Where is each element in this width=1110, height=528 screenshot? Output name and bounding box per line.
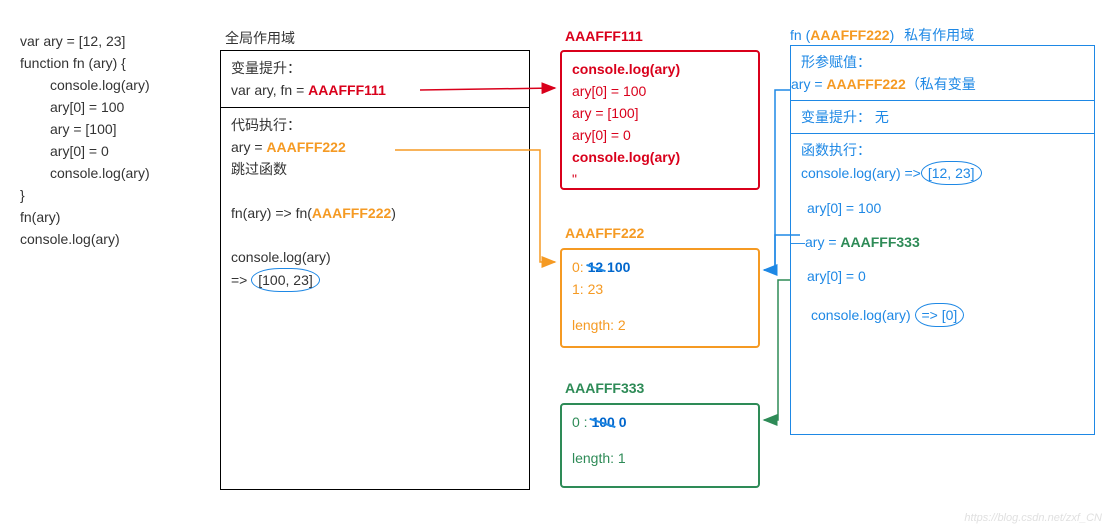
array-length: length: 1 (572, 447, 748, 469)
global-hoist-section: 变量提升： var ary, fn = AAAFFF111 (221, 51, 529, 108)
private-scope-title: fn (AAAFFF222) 私有作用域 (790, 25, 974, 45)
hoist-section: 变量提升： 无 (791, 101, 1094, 134)
exec-label: 代码执行： (231, 114, 519, 136)
console-log: console.log(ary) (231, 246, 519, 268)
code-line: function fn (ary) { (20, 52, 150, 74)
code-line: console.log(ary) (20, 74, 150, 96)
log-line-2: console.log(ary) => [0] (801, 303, 1084, 327)
private-scope-box: 形参赋值： ary = AAAFFF222（私有变量 变量提升： 无 函数执行：… (790, 45, 1095, 435)
code-line: ary = [100] (20, 118, 150, 140)
param-label: 形参赋值： (801, 51, 1084, 73)
fn-body-line: ary[0] = 0 (572, 124, 748, 146)
code-line: console.log(ary) (20, 162, 150, 184)
param-section: 形参赋值： ary = AAAFFF222（私有变量 (791, 46, 1094, 101)
fn-body-line: console.log(ary) (572, 58, 748, 80)
heap-ary1-title: AAAFFF222 (565, 225, 644, 241)
ary-reassign: —ary = AAAFFF333 (791, 231, 1084, 253)
global-scope-title: 全局作用域 (225, 28, 295, 48)
ary-address: AAAFFF222 (266, 139, 345, 155)
hoist-vars: var ary, fn = AAAFFF111 (231, 79, 519, 101)
array-index-1: 1: 23 (572, 278, 748, 300)
array-length: length: 2 (572, 314, 748, 336)
heap-ary2-title: AAAFFF333 (565, 380, 644, 396)
array-index-0: 0 : 100 0 (572, 411, 748, 433)
code-line: } (20, 184, 150, 206)
fn-body-line: " (572, 168, 748, 190)
global-scope-box: 变量提升： var ary, fn = AAAFFF111 代码执行： ary … (220, 50, 530, 490)
heap-ary1-box: 0: 12 100 1: 23 length: 2 (560, 248, 760, 348)
ary0-0: ary[0] = 0 (801, 265, 1084, 287)
skip-fn: 跳过函数 (231, 158, 519, 180)
fn-call: fn(ary) => fn(AAAFFF222) (231, 202, 519, 224)
fn-body-line: ary = [100] (572, 102, 748, 124)
global-exec-section: 代码执行： ary = AAAFFF222 跳过函数 fn(ary) => fn… (221, 108, 529, 298)
array-index-0: 0: 12 100 (572, 256, 748, 278)
exec-label: 函数执行： (801, 139, 1084, 161)
heap-ary2-box: 0 : 100 0 length: 1 (560, 403, 760, 488)
code-line: ary[0] = 0 (20, 140, 150, 162)
code-line: console.log(ary) (20, 228, 150, 250)
fn-body-line: ary[0] = 100 (572, 80, 748, 102)
heap-fn-title: AAAFFF111 (565, 28, 643, 44)
log-result: => [100, 23] (231, 268, 519, 292)
ary0-100: ary[0] = 100 (801, 197, 1084, 219)
watermark: https://blog.csdn.net/zxf_CN (964, 512, 1102, 524)
fn-address: AAAFFF111 (308, 82, 386, 98)
exec-section: 函数执行： console.log(ary) => [12, 23] ary[0… (791, 134, 1094, 332)
param-assign: ary = AAAFFF222（私有变量 (791, 73, 1084, 95)
code-line: fn(ary) (20, 206, 150, 228)
code-line: ary[0] = 100 (20, 96, 150, 118)
hoist-none: 变量提升： 无 (801, 106, 1084, 128)
fn-body-line: console.log(ary) (572, 146, 748, 168)
hoist-label: 变量提升： (231, 57, 519, 79)
log-line: console.log(ary) => [12, 23] (801, 161, 1084, 185)
code-line: var ary = [12, 23] (20, 30, 150, 52)
source-code: var ary = [12, 23] function fn (ary) { c… (20, 30, 150, 250)
ary-assign: ary = AAAFFF222 (231, 136, 519, 158)
heap-fn-box: console.log(ary) ary[0] = 100 ary = [100… (560, 50, 760, 190)
